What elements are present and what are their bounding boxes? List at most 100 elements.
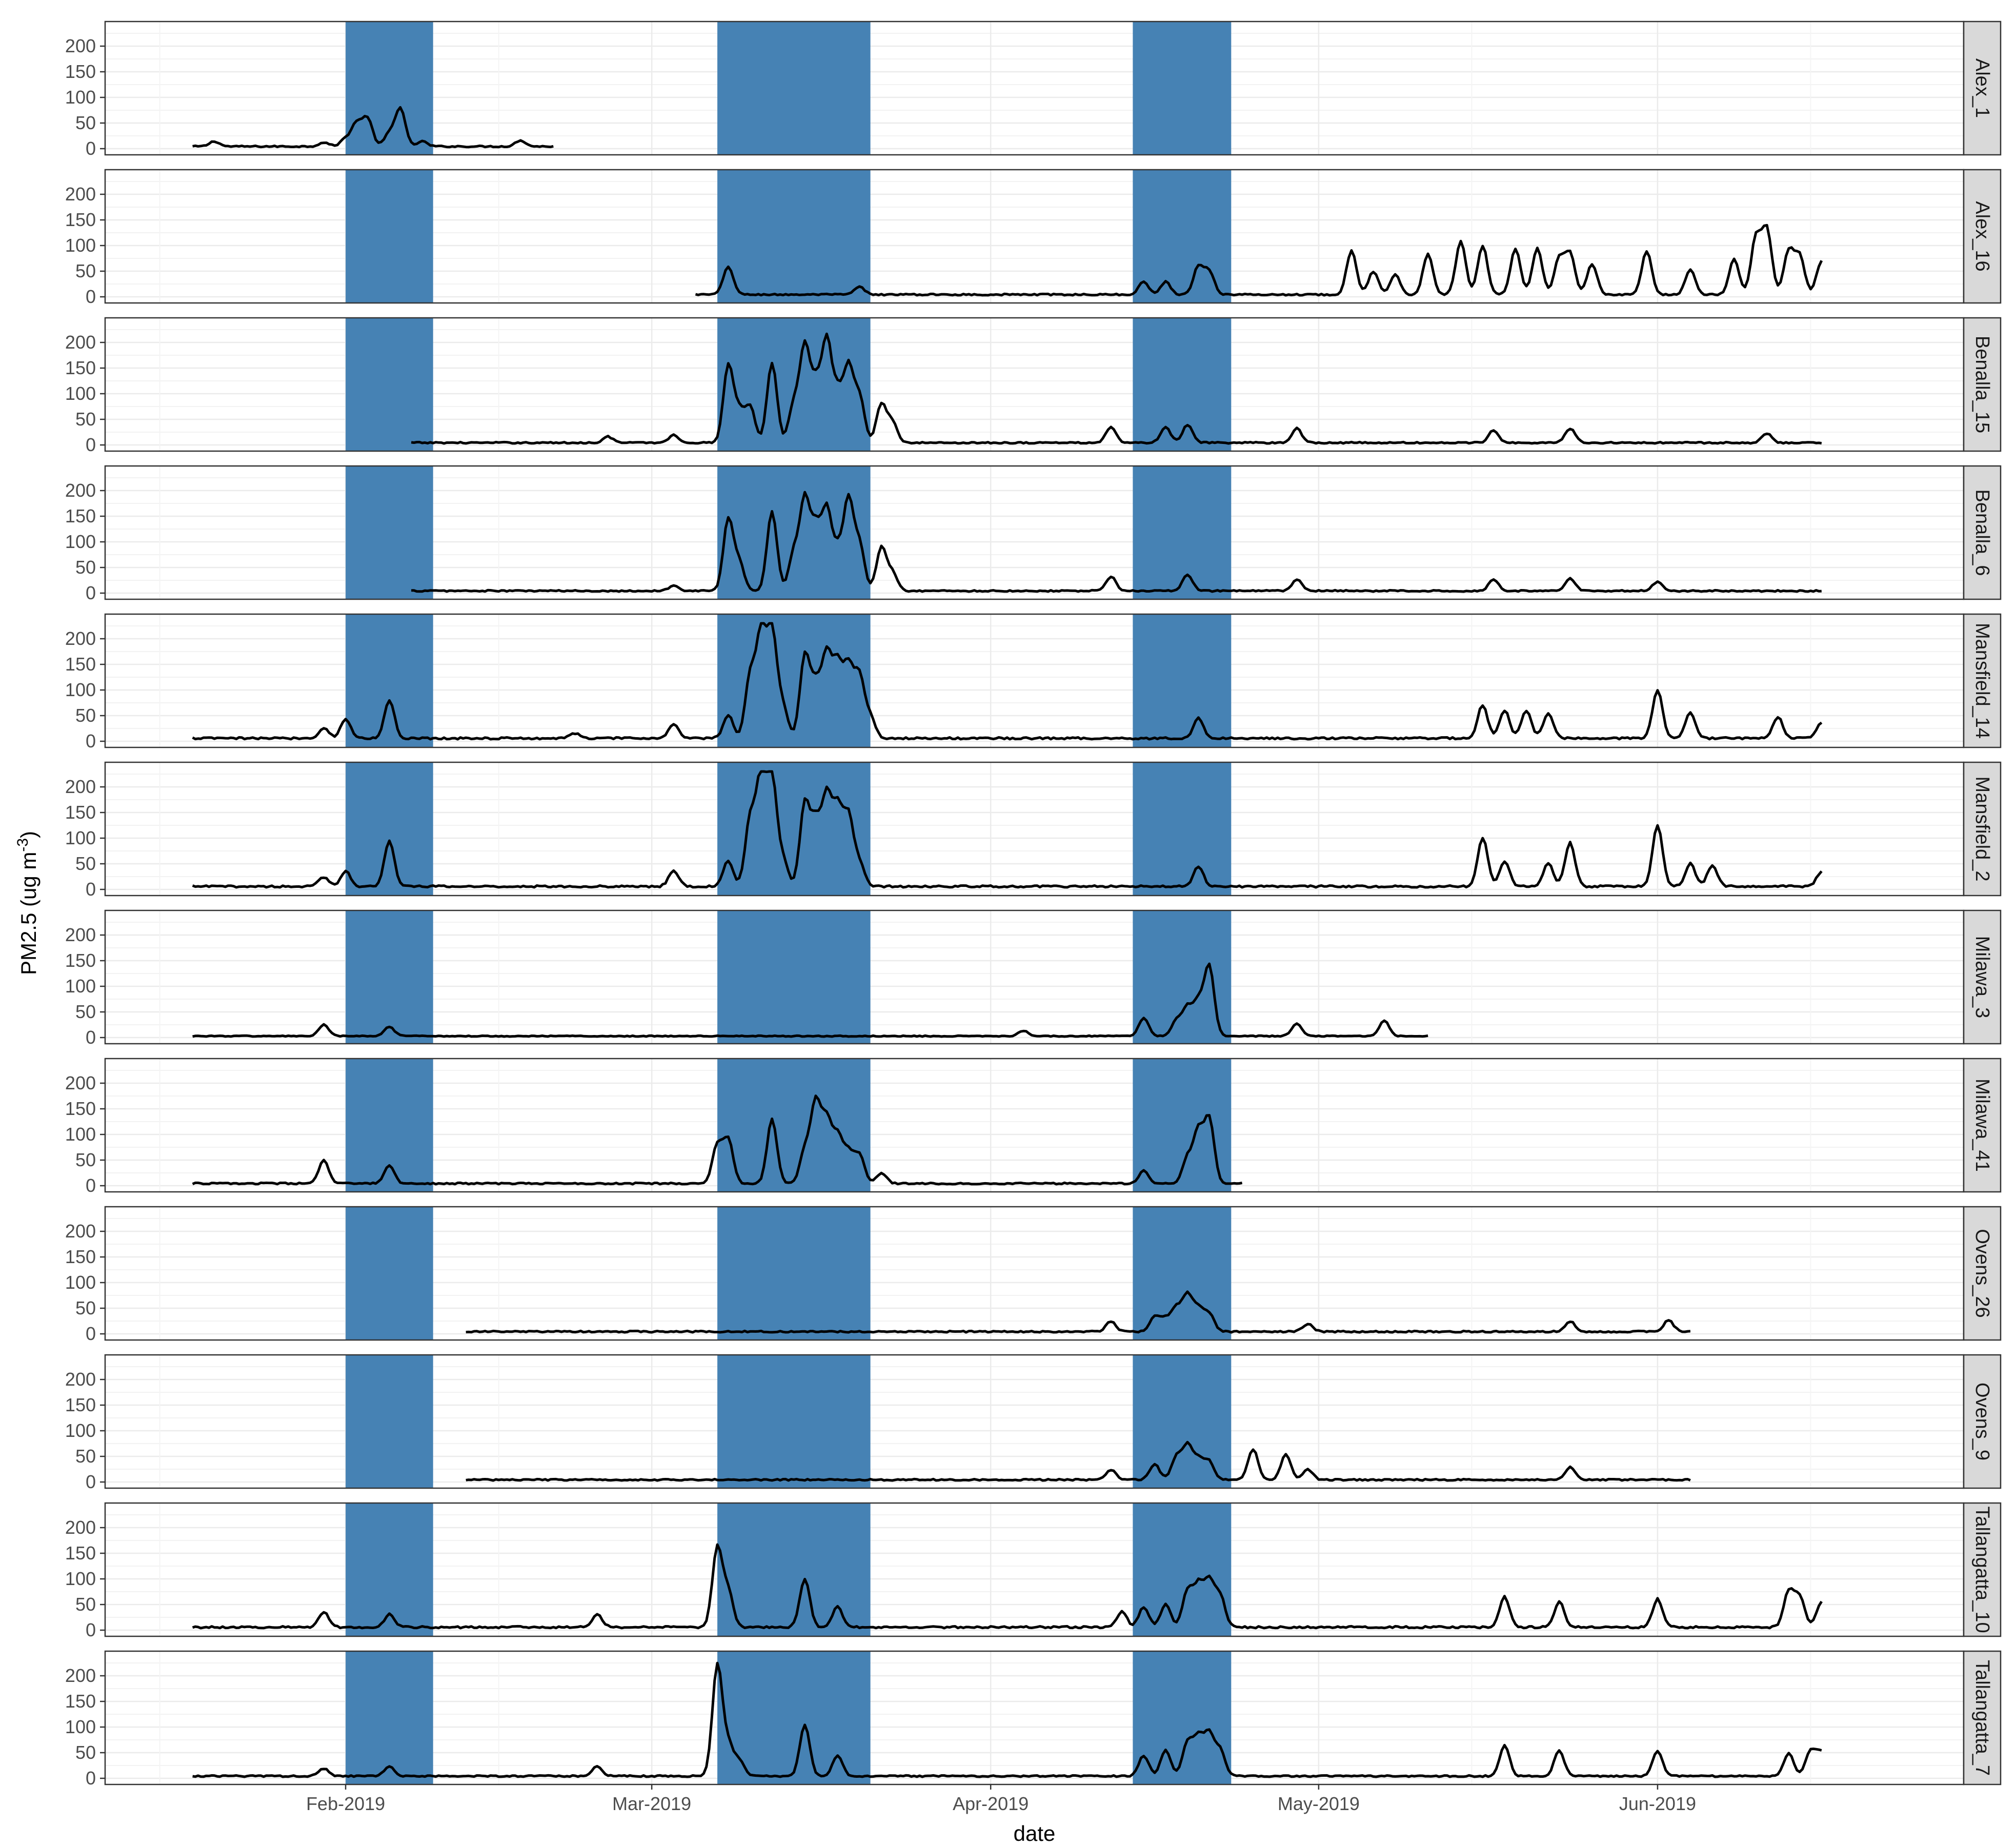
- y-tick-label: 0: [86, 138, 96, 159]
- series-line-Tallangatta_7: [192, 1661, 1822, 1778]
- strip-background: [1963, 169, 2002, 304]
- y-axis-title-main: PM2.5 (ug m: [16, 852, 41, 975]
- strip-label: Benalla_6: [1971, 489, 1993, 576]
- highlight-period: [346, 1355, 433, 1488]
- series-line-Alex_1: [192, 106, 554, 149]
- highlight-period: [717, 1651, 871, 1784]
- y-tick-label: 150: [65, 61, 96, 82]
- y-tick-label: 150: [65, 654, 96, 675]
- highlight-period: [1133, 1651, 1232, 1784]
- y-tick-label: 50: [75, 1742, 96, 1763]
- y-tick-label: 200: [65, 480, 96, 501]
- highlight-period: [1133, 1207, 1232, 1340]
- highlight-period: [346, 1503, 433, 1636]
- y-tick-label: 50: [75, 1594, 96, 1615]
- y-tick-label: 200: [65, 1369, 96, 1390]
- y-tick-label: 0: [86, 434, 96, 455]
- y-tick-label: 100: [65, 1272, 96, 1293]
- y-tick-label: 200: [65, 35, 96, 56]
- series-line-Alex_16: [695, 224, 1823, 297]
- y-tick-label: 0: [86, 1027, 96, 1048]
- highlight-period: [717, 170, 871, 303]
- panel-Benalla_15: 0 50 100 150 200 Benalla_15: [65, 317, 2002, 455]
- strip-background: [1963, 1206, 2002, 1341]
- strip-label: Ovens_9: [1971, 1383, 1993, 1460]
- y-tick-label: 200: [65, 1072, 96, 1093]
- y-tick-label: 100: [65, 1420, 96, 1441]
- y-tick-label: 150: [65, 505, 96, 526]
- y-tick-label: 100: [65, 976, 96, 997]
- strip-label: Alex_1: [1971, 58, 1993, 118]
- highlight-period: [346, 318, 433, 451]
- series-line-Mansfield_14: [192, 622, 1823, 741]
- y-tick-label: 200: [65, 1517, 96, 1538]
- y-tick-label: 100: [65, 679, 96, 700]
- strip-label: Mansfield_2: [1971, 777, 1993, 882]
- y-tick-label: 200: [65, 332, 96, 353]
- y-tick-label: 200: [65, 184, 96, 205]
- panel-Tallangatta_7: 0 50 100 150 200 Tallangatta_7: [65, 1650, 2002, 1789]
- panel-Milawa_41: 0 50 100 150 200 Milawa_41: [65, 1058, 2002, 1196]
- strip-background: [1963, 761, 2002, 897]
- y-tick-label: 0: [86, 1323, 96, 1344]
- strip-background: [1963, 317, 2002, 452]
- series-line-Milawa_41: [192, 1094, 1243, 1186]
- highlight-period: [1133, 910, 1232, 1044]
- panel-Ovens_9: 0 50 100 150 200 Ovens_9: [65, 1354, 2002, 1492]
- series-line-Ovens_9: [466, 1440, 1691, 1482]
- y-tick-label: 150: [65, 950, 96, 971]
- y-tick-label: 0: [86, 1471, 96, 1492]
- highlight-period: [1133, 614, 1232, 747]
- panel-Tallangatta_10: 0 50 100 150 200 Tallangatta_10: [65, 1502, 2002, 1640]
- highlight-period: [717, 318, 871, 451]
- highlight-period: [717, 910, 871, 1044]
- series-line-Mansfield_2: [192, 770, 1823, 889]
- highlight-period: [346, 170, 433, 303]
- x-tick-label: Apr-2019: [953, 1793, 1029, 1814]
- strip-label: Benalla_15: [1971, 336, 1993, 433]
- y-tick-label: 150: [65, 1098, 96, 1119]
- y-tick-label: 50: [75, 557, 96, 578]
- y-tick-label: 50: [75, 260, 96, 281]
- panel-Mansfield_14: 0 50 100 150 200 Mansfield_14: [65, 613, 2002, 752]
- y-tick-label: 0: [86, 730, 96, 752]
- y-tick-label: 200: [65, 924, 96, 945]
- strip-background: [1963, 909, 2002, 1045]
- y-tick-label: 50: [75, 705, 96, 726]
- x-axis: Feb-2019 Mar-2019 Apr-2019 May-2019 Jun-2019: [306, 1784, 1696, 1814]
- y-tick-label: 150: [65, 1691, 96, 1712]
- strip-label: Milawa_41: [1971, 1079, 1993, 1172]
- panels: 0 50 100 150 200 Alex_1 0 50 100 150 200 Alex_16 0 50…: [65, 21, 2002, 1789]
- panel-Alex_16: 0 50 100 150 200 Alex_16: [65, 169, 2002, 307]
- strip-label: Milawa_3: [1971, 936, 1993, 1019]
- y-tick-label: 200: [65, 1665, 96, 1686]
- highlight-period: [346, 22, 433, 155]
- strip-background: [1963, 1502, 2002, 1637]
- y-tick-label: 100: [65, 827, 96, 848]
- panel-Milawa_3: 0 50 100 150 200 Milawa_3: [65, 909, 2002, 1048]
- strip-background: [1963, 1058, 2002, 1193]
- x-tick-label: May-2019: [1278, 1793, 1360, 1814]
- highlight-period: [346, 1059, 433, 1192]
- y-tick-label: 150: [65, 1394, 96, 1415]
- y-tick-label: 100: [65, 235, 96, 256]
- x-tick-label: Feb-2019: [306, 1793, 385, 1814]
- highlight-period: [1133, 22, 1232, 155]
- highlight-period: [717, 466, 871, 599]
- series-line-Benalla_15: [411, 332, 1822, 445]
- highlight-period: [717, 1503, 871, 1636]
- highlight-period: [346, 614, 433, 747]
- x-axis-title: date: [1014, 1821, 1056, 1845]
- series-line-Benalla_6: [411, 491, 1822, 593]
- y-tick-label: 150: [65, 1542, 96, 1564]
- strip-background: [1963, 21, 2002, 156]
- strip-background: [1963, 465, 2002, 600]
- highlight-period: [346, 1207, 433, 1340]
- strip-label: Tallangatta_7: [1971, 1660, 1993, 1776]
- highlight-period: [1133, 318, 1232, 451]
- y-tick-label: 50: [75, 1446, 96, 1467]
- strip-background: [1963, 1354, 2002, 1489]
- y-tick-label: 0: [86, 1619, 96, 1640]
- y-axis-title-superscript: -3: [14, 838, 31, 852]
- y-tick-label: 50: [75, 1001, 96, 1022]
